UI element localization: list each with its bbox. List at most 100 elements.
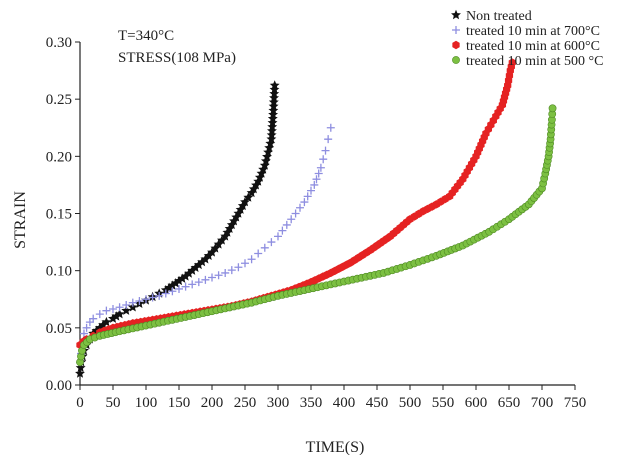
- y-tick-label: 0.00: [46, 378, 72, 394]
- data-point: [266, 129, 277, 140]
- data-point: [128, 298, 137, 307]
- data-point: [254, 172, 265, 182]
- x-tick-label: 350: [300, 395, 323, 411]
- data-point: [122, 300, 131, 309]
- data-point: [269, 80, 280, 90]
- data-point: [314, 169, 323, 178]
- x-tick-label: 50: [106, 395, 121, 411]
- data-point: [194, 278, 203, 287]
- data-point: [109, 304, 117, 313]
- x-tick-label: 650: [498, 395, 521, 411]
- plot-frame: [79, 42, 575, 386]
- data-point: [326, 123, 335, 132]
- data-point: [127, 302, 138, 312]
- data-point: [95, 310, 104, 319]
- data-point: [310, 180, 319, 189]
- annotation-temperature: T=340°C: [118, 28, 174, 44]
- data-point: [263, 147, 274, 157]
- data-point: [267, 121, 278, 132]
- data-point: [267, 238, 276, 247]
- data-point: [167, 280, 178, 290]
- data-point: [208, 273, 216, 282]
- x-tick-label: 600: [465, 395, 488, 411]
- data-point: [508, 58, 516, 67]
- data-point: [108, 313, 118, 323]
- legend-label: treated 10 min at 600°C: [466, 39, 600, 54]
- data-point: [168, 287, 177, 296]
- data-point: [268, 105, 279, 115]
- series-1: [76, 123, 335, 367]
- x-tick-label: 200: [201, 395, 224, 411]
- data-point: [174, 275, 184, 286]
- data-point: [111, 311, 122, 321]
- legend-item-600c: treated 10 min at 600°C: [452, 39, 600, 54]
- data-point: [258, 164, 269, 174]
- data-point: [548, 104, 557, 113]
- legend-marker-circle-icon: [452, 56, 460, 64]
- x-tick-label: 750: [564, 395, 587, 411]
- data-point: [135, 296, 144, 305]
- data-point: [247, 255, 256, 264]
- data-point: [260, 155, 271, 166]
- data-point: [101, 316, 112, 327]
- data-point: [175, 284, 183, 293]
- legend-label: Non treated: [466, 9, 532, 24]
- data-point: [291, 209, 300, 218]
- data-point: [82, 323, 91, 332]
- legend-item-500c: treated 10 min at 500 °C: [452, 54, 603, 69]
- data-point: [296, 203, 304, 212]
- legend: Non treated treated 10 min at 700°C trea…: [451, 9, 603, 69]
- data-point: [193, 259, 204, 270]
- series-2: [76, 58, 516, 350]
- legend-marker: [452, 56, 460, 64]
- data-point: [187, 265, 198, 275]
- x-tick-label: 400: [333, 395, 356, 411]
- data-point: [241, 259, 249, 268]
- data-point: [180, 271, 191, 281]
- legend-marker: [452, 40, 460, 50]
- x-tick-label: 150: [168, 395, 191, 411]
- data-point: [267, 113, 278, 123]
- x-tick-label: 500: [399, 395, 422, 411]
- data-point: [210, 243, 221, 253]
- data-point: [170, 278, 181, 288]
- x-tick-label: 100: [135, 395, 158, 411]
- legend-label: treated 10 min at 700°C: [466, 24, 600, 39]
- data-point: [300, 198, 309, 207]
- data-point: [75, 362, 86, 373]
- legend-item-700c: treated 10 min at 700°C: [452, 24, 600, 39]
- data-point: [183, 268, 194, 278]
- series-3: [76, 104, 557, 367]
- data-point: [181, 282, 190, 291]
- data-point: [121, 305, 132, 315]
- x-axis-label: TIME(S): [306, 439, 365, 455]
- data-point: [190, 262, 201, 273]
- y-tick-label: 0.30: [46, 35, 72, 51]
- legend-marker-star-icon: [451, 9, 461, 20]
- data-point: [321, 146, 330, 155]
- legend-marker-plus-icon: [452, 26, 460, 34]
- data-point: [161, 289, 170, 298]
- y-axis-label: STRAIN: [12, 191, 29, 249]
- data-point: [213, 239, 224, 249]
- x-tick-label: 550: [432, 395, 455, 411]
- data-point: [268, 97, 279, 107]
- data-point: [197, 256, 208, 267]
- data-point: [216, 235, 227, 245]
- series-0: [75, 80, 280, 378]
- data-point: [307, 186, 315, 195]
- x-axis-ticks: 0 50 100 150 200 250 300 350 400 450 500 550 600 650 7…: [76, 385, 586, 411]
- data-point: [102, 306, 111, 315]
- data-point: [200, 254, 211, 264]
- data-point: [115, 303, 124, 312]
- y-tick-label: 0.05: [46, 321, 72, 337]
- data-point: [142, 295, 150, 304]
- data-point: [324, 135, 333, 144]
- data-point: [164, 282, 175, 293]
- data-point: [259, 160, 270, 170]
- data-point: [266, 133, 277, 144]
- data-point: [203, 250, 214, 261]
- data-point: [267, 117, 278, 128]
- data-point: [260, 243, 269, 252]
- legend-marker-hexagon-icon: [452, 40, 460, 50]
